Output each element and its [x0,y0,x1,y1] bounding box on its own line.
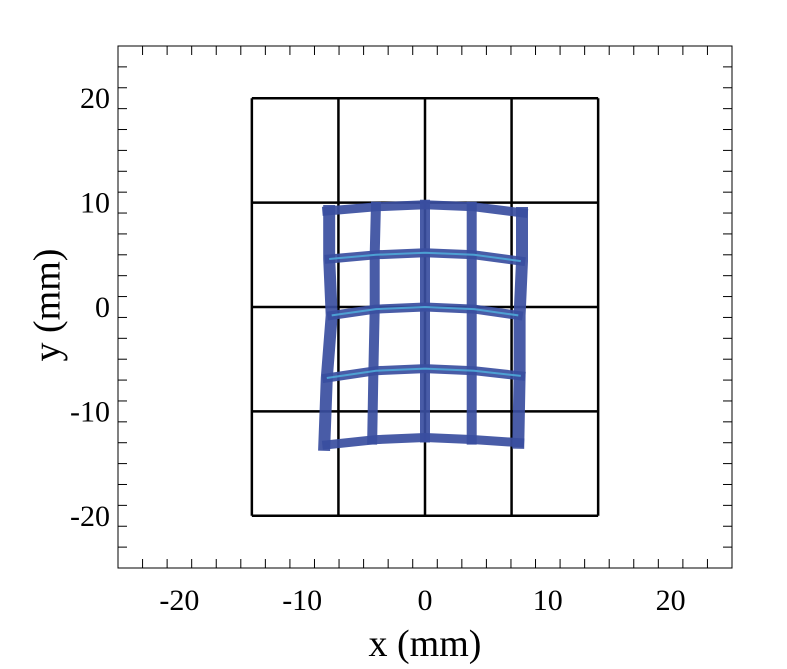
plot-frame [117,45,733,569]
x-tick-label: 20 [656,584,686,617]
distorted-grid-column [318,205,338,452]
y-axis-title: y (mm) [26,249,68,362]
distorted-grid-highlight [326,367,521,379]
distorted-grid-highlight [329,251,521,263]
x-axis-title: x (mm) [369,623,482,665]
distorted-grid [318,199,529,452]
y-tick-label: -20 [70,500,110,533]
axis-ticks [117,45,733,569]
distorted-grid-highlight [331,305,519,317]
distorted-grid-column [512,207,528,449]
x-tick-label: -20 [159,584,199,617]
x-tick-label: 10 [533,584,563,617]
y-tick-label: -10 [70,395,110,428]
y-tick-label: 20 [80,82,110,115]
tick-labels: -20 -10 0 10 20 -20 -10 0 10 20 [70,82,686,617]
y-tick-label: 0 [95,291,110,324]
y-tick-label: 10 [80,187,110,220]
x-tick-label: -10 [282,584,322,617]
x-tick-label: 0 [418,584,433,617]
distorted-grid-column [367,201,382,445]
